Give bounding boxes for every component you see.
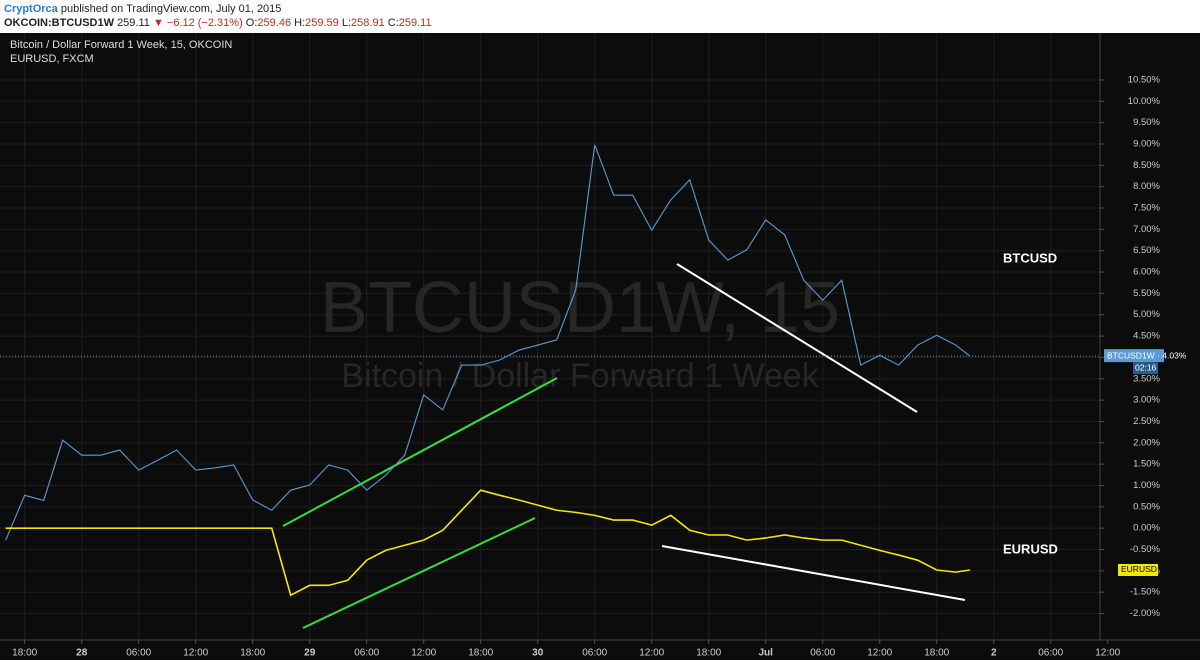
y-tick-label: 2.50% — [1133, 416, 1160, 427]
legend-entry: Bitcoin / Dollar Forward 1 Week, 15, OKC… — [10, 39, 232, 51]
countdown: 02:16 — [1135, 362, 1157, 372]
y-tick-label: 8.50% — [1133, 160, 1160, 171]
x-tick-label: 06:00 — [1038, 648, 1063, 659]
y-tick-label: -2.00% — [1130, 608, 1161, 619]
x-tick-label: 18:00 — [924, 648, 949, 659]
price-tag — [1104, 349, 1164, 363]
change: ▼ −6.12 (−2.31%) — [152, 17, 243, 29]
y-tick-label: 1.00% — [1133, 480, 1160, 491]
y-tick-label: 5.50% — [1133, 288, 1160, 299]
low: 258.91 — [351, 17, 385, 29]
price-tag — [1118, 563, 1158, 576]
symbol: OKCOIN:BTCUSD1W — [4, 17, 114, 29]
y-tick-label: -0.50% — [1130, 544, 1161, 555]
y-tick-label: 0.00% — [1133, 523, 1160, 534]
plot — [0, 144, 1100, 597]
y-tick-label: 7.50% — [1133, 203, 1160, 214]
header: CryptOrca published on TradingView.com, … — [0, 0, 1200, 33]
trend-line — [302, 517, 536, 629]
x-tick-label: 06:00 — [354, 648, 379, 659]
h-label: H: — [294, 17, 306, 29]
x-tick-label: Jul — [759, 648, 774, 659]
annotation: BTCUSD — [1003, 250, 1057, 265]
x-tick-label: 18:00 — [696, 648, 721, 659]
x-tick-label: 06:00 — [810, 648, 835, 659]
y-tick-label: 9.50% — [1133, 117, 1160, 128]
countdown-tag — [1133, 362, 1158, 375]
x-tick-label: 18:00 — [240, 648, 265, 659]
x-tick-label: 2 — [991, 648, 997, 659]
x-tick-label: 12:00 — [867, 648, 892, 659]
y-tick-label: 7.00% — [1133, 224, 1160, 235]
y-tick-label: 10.00% — [1128, 96, 1161, 107]
x-tick-label: 06:00 — [126, 648, 151, 659]
y-tick-label: 2.00% — [1133, 437, 1160, 448]
x-tick-label: 18:00 — [468, 648, 493, 659]
y-tick-label: 5.00% — [1133, 309, 1160, 320]
legend-entry: EURUSD, FXCM — [10, 53, 94, 65]
price-tag-label: BTCUSD1W · 4.03% — [1107, 350, 1187, 360]
y-tick-label: 1.50% — [1133, 459, 1160, 470]
chart: BTCUSD1W, 15 Bitcoin / Dollar Forward 1 … — [0, 33, 1200, 660]
series-line — [5, 489, 971, 597]
watermark-sub: Bitcoin / Dollar Forward 1 Week — [341, 357, 819, 395]
high: 259.59 — [305, 17, 339, 29]
x-tick-label: 12:00 — [411, 648, 436, 659]
y-tick-label: 6.50% — [1133, 245, 1160, 256]
y-tick-label: 3.00% — [1133, 395, 1160, 406]
o-label: O: — [245, 17, 258, 29]
x-tick-label: 18:00 — [12, 648, 37, 659]
background — [0, 33, 1200, 660]
open: 259.46 — [257, 17, 292, 29]
y-tick-label: 0.50% — [1133, 501, 1160, 512]
grid — [0, 33, 1100, 640]
x-tick-label: 12:00 — [183, 648, 208, 659]
watermark: BTCUSD1W, 15 — [320, 268, 840, 348]
last: 259.11 — [117, 17, 150, 29]
close: 259.11 — [398, 17, 432, 29]
price-tag-label: EURUSD — [1121, 564, 1157, 574]
y-tick-label: -1.50% — [1130, 587, 1161, 598]
quote-line: OKCOIN:BTCUSD1W 259.11 ▼ −6.12 (−2.31%) … — [4, 17, 432, 29]
y-tick-label: 10.50% — [1128, 74, 1161, 85]
x-tick-label: 06:00 — [582, 648, 607, 659]
y-tick-label: 8.00% — [1133, 181, 1160, 192]
x-tick-label: 28 — [76, 648, 88, 659]
author[interactable]: CryptOrca — [4, 3, 58, 15]
x-tick-label: 12:00 — [639, 648, 664, 659]
trend-line — [661, 545, 966, 601]
trend-line — [676, 263, 918, 413]
l-label: L: — [341, 17, 352, 29]
c-label: C: — [387, 17, 399, 29]
series-line — [5, 144, 971, 541]
y-tick-label: 9.00% — [1133, 139, 1160, 150]
trend-line — [282, 377, 558, 527]
y-tick-label: 6.00% — [1133, 267, 1160, 278]
annotation: EURUSD — [1003, 541, 1058, 556]
x-tick-label: 30 — [532, 648, 544, 659]
y-tick-label: 3.50% — [1133, 373, 1160, 384]
x-tick-label: 12:00 — [1095, 648, 1120, 659]
x-tick-label: 29 — [304, 648, 316, 659]
y-tick-label: 4.50% — [1133, 331, 1160, 342]
published: published on TradingView.com, July 01, 2… — [60, 3, 282, 15]
byline: CryptOrca published on TradingView.com, … — [4, 3, 281, 15]
